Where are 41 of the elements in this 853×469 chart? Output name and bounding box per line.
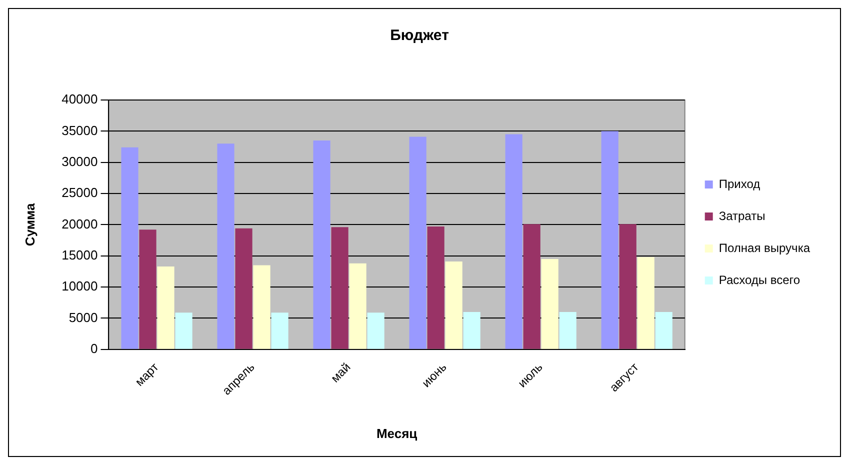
legend-label: Затраты [718, 208, 766, 223]
bar [217, 144, 234, 349]
chart-title: Бюджет [390, 27, 449, 44]
bar [523, 224, 540, 349]
y-tick-label: 10000 [62, 278, 98, 294]
bar [121, 147, 138, 349]
x-tick-label: май [328, 360, 354, 386]
bar [619, 224, 636, 349]
bar [367, 312, 384, 349]
x-axis-title: Месяц [376, 426, 418, 441]
y-tick-label: 35000 [62, 122, 98, 138]
bar [253, 265, 270, 349]
bar [175, 312, 192, 349]
bar [427, 226, 444, 349]
y-tick-label: 40000 [62, 92, 98, 107]
bar [655, 312, 672, 349]
y-tick-label: 30000 [62, 154, 98, 169]
legend-label: Расходы всего [718, 272, 800, 287]
bar [271, 312, 288, 349]
y-tick-label: 25000 [62, 185, 98, 200]
bar [601, 131, 618, 349]
bar [637, 257, 654, 349]
bar [409, 136, 426, 349]
bar [313, 140, 330, 349]
bar [445, 261, 462, 349]
bar [559, 312, 576, 349]
bar [139, 230, 156, 349]
bar [349, 263, 366, 349]
bar [157, 266, 174, 349]
bar [331, 227, 348, 349]
bar [463, 312, 480, 349]
legend-label: Приход [718, 176, 760, 191]
legend-label: Полная выручка [718, 240, 810, 255]
y-axis-title: Сумма [22, 202, 38, 246]
bar [235, 228, 252, 349]
y-tick-label: 5000 [68, 310, 98, 325]
y-tick-label: 0 [90, 340, 98, 356]
y-tick-label: 15000 [62, 247, 98, 262]
bar [541, 258, 558, 349]
y-tick-label: 20000 [62, 216, 98, 232]
bar [505, 134, 522, 349]
